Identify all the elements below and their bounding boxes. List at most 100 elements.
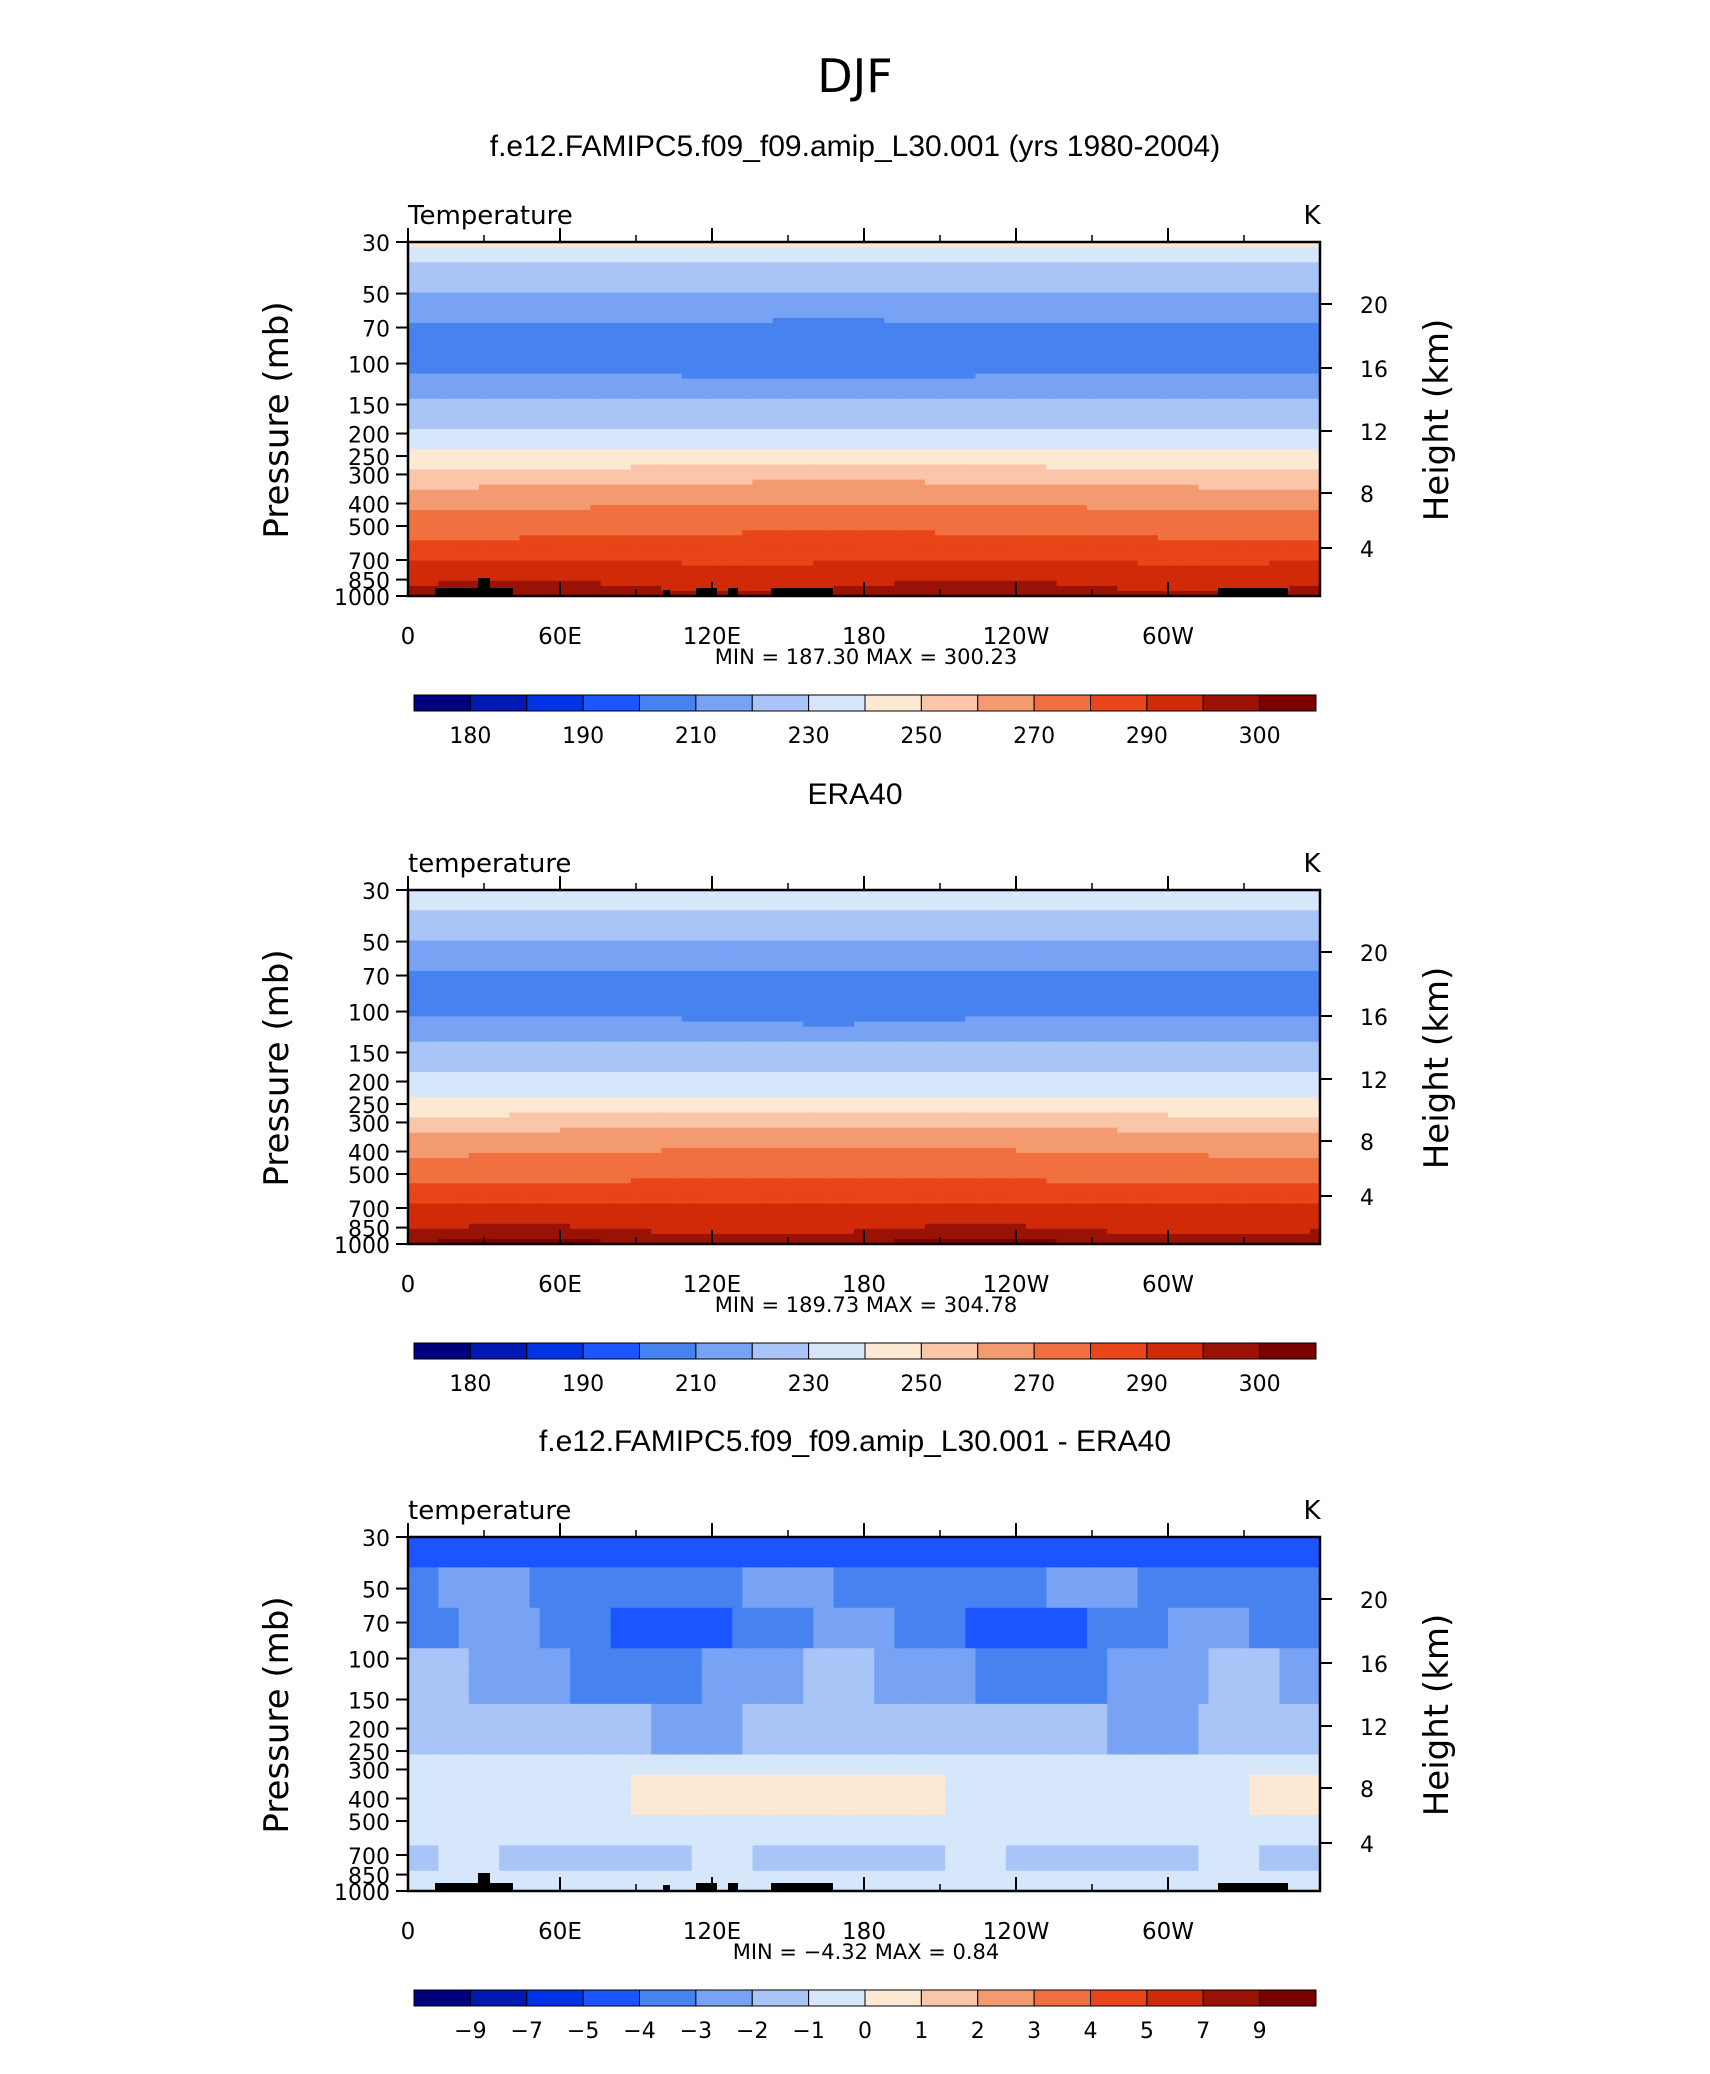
field-cell [1026, 454, 1037, 461]
field-cell [813, 474, 825, 481]
field-cell [1127, 403, 1139, 410]
field-cell [823, 277, 835, 284]
field-cell [924, 317, 936, 324]
field-cell [438, 368, 450, 375]
field-cell [823, 358, 835, 364]
field-cell [691, 333, 703, 339]
field-cell [661, 388, 673, 395]
field-cell [1016, 317, 1027, 324]
field-cell [1127, 398, 1139, 405]
field-cell [843, 378, 855, 385]
field-cell [1249, 267, 1260, 273]
field-cell [651, 434, 662, 440]
field-cell [914, 515, 926, 521]
field-cell [1137, 504, 1149, 511]
field-cell [1127, 444, 1139, 450]
field-cell [458, 297, 470, 304]
field-cell [1279, 297, 1291, 304]
field-cell [1249, 403, 1260, 410]
field-cell [1046, 282, 1058, 289]
field-cell [1036, 429, 1047, 435]
field-cell [1208, 348, 1220, 354]
field-cell [701, 302, 713, 309]
field-cell [1259, 464, 1270, 471]
field-cell [803, 267, 814, 273]
field-cell [813, 252, 825, 258]
field-cell [418, 429, 429, 435]
field-cell [1086, 343, 1098, 349]
field-cell [1168, 257, 1179, 263]
field-cell [509, 413, 521, 420]
field-cell [874, 297, 885, 304]
field-cell [448, 257, 460, 263]
field-cell [914, 287, 926, 294]
field-cell [1178, 343, 1189, 349]
field-cell [793, 424, 804, 430]
field-cell [529, 408, 541, 415]
field-cell [793, 348, 804, 354]
field-cell [813, 393, 825, 400]
field-cell [438, 348, 450, 354]
field-cell [843, 338, 855, 344]
field-cell [914, 282, 926, 289]
field-cell [1036, 363, 1047, 370]
field-cell [843, 277, 855, 284]
field-cell [1188, 489, 1199, 496]
field-cell [782, 464, 794, 471]
field-cell [742, 378, 754, 385]
field-cell [1309, 353, 1321, 359]
field-cell [1238, 252, 1250, 258]
field-cell [499, 393, 510, 400]
field-cell [1309, 333, 1321, 339]
field-cell [1269, 449, 1281, 455]
field-cell [864, 499, 875, 506]
field-cell [499, 282, 510, 289]
field-cell [1097, 439, 1108, 445]
field-cell [418, 510, 429, 516]
field-cell [519, 307, 531, 314]
field-cell [1026, 504, 1037, 511]
field-cell [499, 302, 510, 309]
field-cell [478, 479, 490, 486]
field-cell [1218, 454, 1230, 461]
field-cell [1086, 262, 1098, 268]
field-cell [1238, 449, 1250, 455]
field-cell [448, 348, 460, 354]
field-cell [539, 322, 551, 329]
field-cell [884, 424, 895, 430]
field-cell [1188, 297, 1199, 304]
field-cell [1238, 510, 1250, 516]
field-cell [1036, 277, 1047, 284]
field-cell [580, 449, 591, 455]
field-cell [1026, 257, 1037, 263]
field-cell [1259, 257, 1270, 263]
field-cell [1127, 348, 1139, 354]
field-cell [823, 307, 835, 314]
field-cell [864, 277, 875, 284]
field-cell [864, 484, 875, 491]
field-cell [1147, 262, 1159, 268]
field-cell [1299, 469, 1311, 476]
field-cell [1026, 312, 1037, 319]
field-cell [489, 353, 500, 359]
field-cell [671, 287, 683, 294]
field-cell [874, 464, 885, 471]
field-cell [1249, 419, 1260, 425]
field-cell [712, 257, 723, 263]
field-cell [853, 338, 865, 344]
field-cell [1269, 454, 1281, 461]
field-cell [590, 489, 602, 496]
field-cell [803, 348, 814, 354]
field-cell [499, 413, 510, 420]
field-cell [1107, 247, 1118, 253]
field-cell [995, 413, 1007, 420]
field-cell [1005, 424, 1017, 430]
field-cell [1279, 363, 1291, 370]
field-cell [965, 322, 977, 329]
field-cell [529, 317, 541, 324]
field-cell [884, 388, 895, 395]
field-cell [762, 262, 774, 268]
field-cell [813, 479, 825, 486]
field-cell [519, 378, 531, 385]
field-cell [864, 307, 875, 314]
